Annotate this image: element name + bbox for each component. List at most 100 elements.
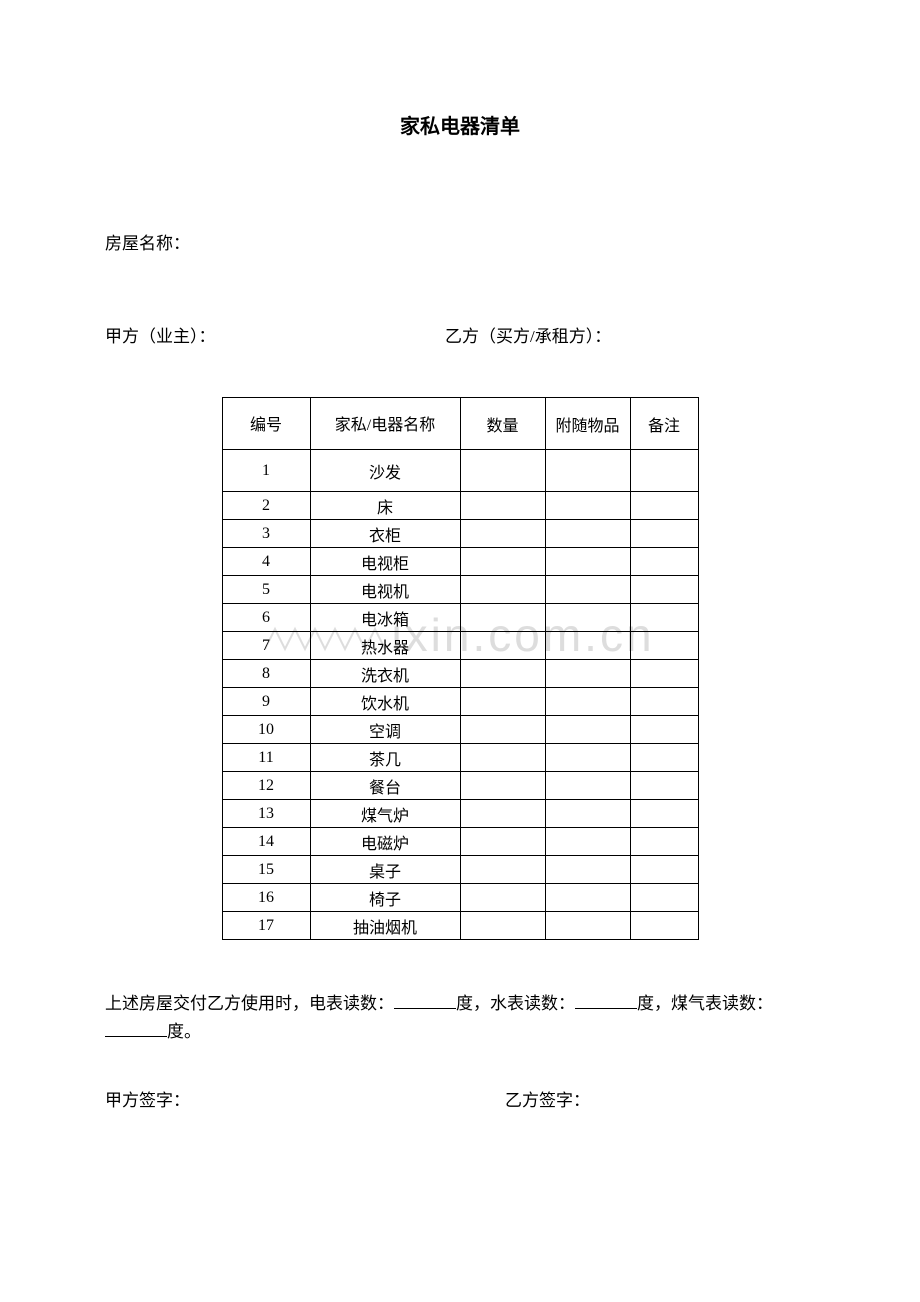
cell-qty xyxy=(460,632,545,660)
party-b-label: 乙方（买方/承租方）： xyxy=(445,327,611,346)
table-row: 8洗衣机 xyxy=(222,660,698,688)
sign-b-field: 乙方签字： xyxy=(505,1086,815,1111)
table-row: 1沙发 xyxy=(222,450,698,492)
footer-elec-suffix: 度，水表读数： xyxy=(456,994,575,1013)
cell-accessory xyxy=(545,828,630,856)
table-row: 17抽油烟机 xyxy=(222,912,698,940)
cell-name: 床 xyxy=(310,492,460,520)
cell-id: 14 xyxy=(222,828,310,856)
cell-id: 12 xyxy=(222,772,310,800)
water-reading-blank xyxy=(575,991,637,1009)
cell-id: 13 xyxy=(222,800,310,828)
cell-qty xyxy=(460,576,545,604)
table-header-row: 编号 家私/电器名称 数量 附随物品 备注 xyxy=(222,398,698,450)
cell-name: 电视柜 xyxy=(310,548,460,576)
cell-name: 空调 xyxy=(310,716,460,744)
cell-accessory xyxy=(545,660,630,688)
cell-id: 2 xyxy=(222,492,310,520)
table-row: 11茶几 xyxy=(222,744,698,772)
cell-id: 16 xyxy=(222,884,310,912)
cell-qty xyxy=(460,744,545,772)
page-title: 家私电器清单 xyxy=(105,110,815,139)
cell-accessory xyxy=(545,632,630,660)
cell-note xyxy=(630,744,698,772)
table-row: 2床 xyxy=(222,492,698,520)
table-row: 6电冰箱 xyxy=(222,604,698,632)
parties-row: 甲方（业主）： 乙方（买方/承租方）： xyxy=(105,322,815,347)
cell-accessory xyxy=(545,912,630,940)
cell-id: 7 xyxy=(222,632,310,660)
document-page: 家私电器清单 房屋名称： 甲方（业主）： 乙方（买方/承租方）： 编号 家私/电… xyxy=(0,0,920,1161)
cell-qty xyxy=(460,800,545,828)
cell-accessory xyxy=(545,520,630,548)
cell-qty xyxy=(460,548,545,576)
cell-note xyxy=(630,716,698,744)
cell-note xyxy=(630,884,698,912)
cell-accessory xyxy=(545,492,630,520)
table-row: 12餐台 xyxy=(222,772,698,800)
cell-accessory xyxy=(545,450,630,492)
cell-qty xyxy=(460,450,545,492)
table-row: 9饮水机 xyxy=(222,688,698,716)
cell-note xyxy=(630,450,698,492)
cell-accessory xyxy=(545,744,630,772)
house-name-field: 房屋名称： xyxy=(105,229,815,254)
cell-id: 9 xyxy=(222,688,310,716)
cell-id: 11 xyxy=(222,744,310,772)
cell-accessory xyxy=(545,884,630,912)
cell-name: 沙发 xyxy=(310,450,460,492)
cell-note xyxy=(630,520,698,548)
sign-a-label: 甲方签字： xyxy=(105,1091,190,1110)
party-a-label: 甲方（业主）： xyxy=(105,327,216,346)
cell-qty xyxy=(460,520,545,548)
cell-accessory xyxy=(545,772,630,800)
footer-gas-suffix: 度。 xyxy=(167,1022,201,1041)
cell-qty xyxy=(460,660,545,688)
cell-id: 3 xyxy=(222,520,310,548)
party-a-field: 甲方（业主）： xyxy=(105,322,445,347)
cell-qty xyxy=(460,772,545,800)
cell-name: 煤气炉 xyxy=(310,800,460,828)
cell-note xyxy=(630,688,698,716)
cell-accessory xyxy=(545,576,630,604)
cell-id: 10 xyxy=(222,716,310,744)
table-row: 13煤气炉 xyxy=(222,800,698,828)
cell-name: 椅子 xyxy=(310,884,460,912)
cell-id: 4 xyxy=(222,548,310,576)
cell-note xyxy=(630,800,698,828)
col-header-qty: 数量 xyxy=(460,398,545,450)
cell-name: 衣柜 xyxy=(310,520,460,548)
table-row: 10空调 xyxy=(222,716,698,744)
table-row: 3衣柜 xyxy=(222,520,698,548)
cell-name: 桌子 xyxy=(310,856,460,884)
inventory-table-wrap: 编号 家私/电器名称 数量 附随物品 备注 1沙发2床3衣柜4电视柜5电视机6电… xyxy=(105,397,815,940)
footer-prefix: 上述房屋交付乙方使用时，电表读数： xyxy=(105,994,394,1013)
cell-note xyxy=(630,604,698,632)
cell-note xyxy=(630,828,698,856)
col-header-name: 家私/电器名称 xyxy=(310,398,460,450)
cell-accessory xyxy=(545,548,630,576)
cell-accessory xyxy=(545,856,630,884)
cell-id: 17 xyxy=(222,912,310,940)
cell-accessory xyxy=(545,604,630,632)
cell-name: 洗衣机 xyxy=(310,660,460,688)
electric-reading-blank xyxy=(394,991,456,1009)
cell-name: 电磁炉 xyxy=(310,828,460,856)
inventory-table: 编号 家私/电器名称 数量 附随物品 备注 1沙发2床3衣柜4电视柜5电视机6电… xyxy=(222,397,699,940)
cell-note xyxy=(630,548,698,576)
cell-name: 电视机 xyxy=(310,576,460,604)
table-row: 15桌子 xyxy=(222,856,698,884)
cell-name: 抽油烟机 xyxy=(310,912,460,940)
table-row: 14电磁炉 xyxy=(222,828,698,856)
cell-note xyxy=(630,576,698,604)
party-b-field: 乙方（买方/承租方）： xyxy=(445,322,815,347)
table-row: 4电视柜 xyxy=(222,548,698,576)
table-row: 7热水器 xyxy=(222,632,698,660)
cell-qty xyxy=(460,828,545,856)
cell-id: 15 xyxy=(222,856,310,884)
cell-accessory xyxy=(545,716,630,744)
sign-b-label: 乙方签字： xyxy=(505,1091,590,1110)
meter-readings-paragraph: 上述房屋交付乙方使用时，电表读数：度，水表读数：度，煤气表读数：度。 xyxy=(105,990,815,1046)
cell-accessory xyxy=(545,800,630,828)
cell-note xyxy=(630,660,698,688)
